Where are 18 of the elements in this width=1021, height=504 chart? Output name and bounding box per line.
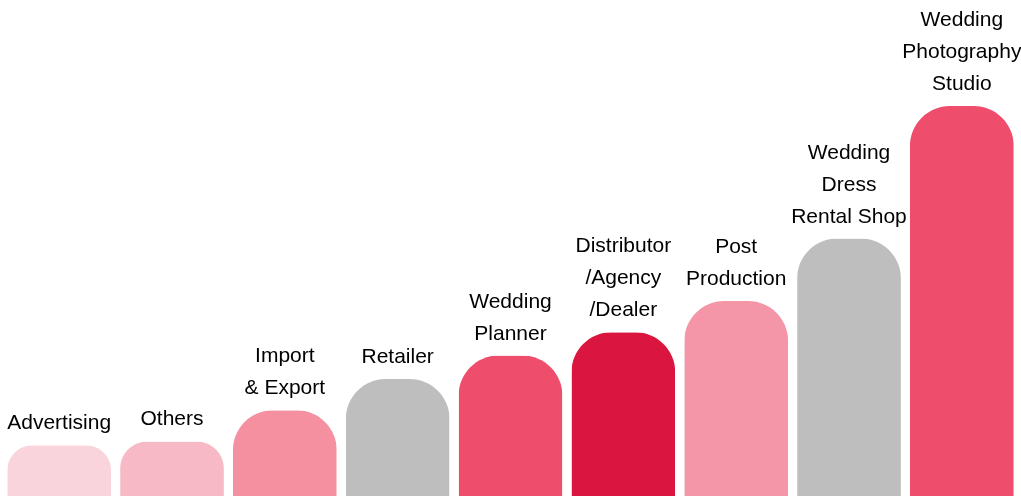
- category-label: Import & Export: [244, 343, 326, 399]
- category-label: Wedding Photography Studio: [902, 7, 1021, 94]
- category-label: Distributor /Agency /Dealer: [575, 233, 672, 321]
- bar: [7, 445, 112, 496]
- x-tick-label: Others: [140, 406, 204, 430]
- bar: [571, 332, 676, 496]
- bar: [232, 410, 337, 496]
- bar: [909, 106, 1014, 496]
- category-label: Post Production: [685, 234, 787, 289]
- bar: [797, 238, 901, 496]
- bar: [684, 301, 789, 496]
- category-label: Wedding Planner: [469, 288, 552, 344]
- bar: [458, 355, 563, 496]
- category-label: Wedding Dress Rental Shop: [791, 139, 907, 227]
- x-tick-label: Retailer: [361, 344, 434, 367]
- bar: [120, 441, 224, 496]
- x-tick-label: Advertising: [7, 410, 112, 434]
- bar: [345, 379, 450, 496]
